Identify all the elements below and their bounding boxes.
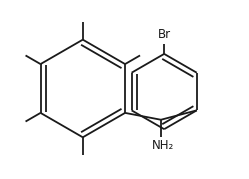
Text: Br: Br: [158, 28, 171, 41]
Text: NH₂: NH₂: [152, 139, 174, 152]
